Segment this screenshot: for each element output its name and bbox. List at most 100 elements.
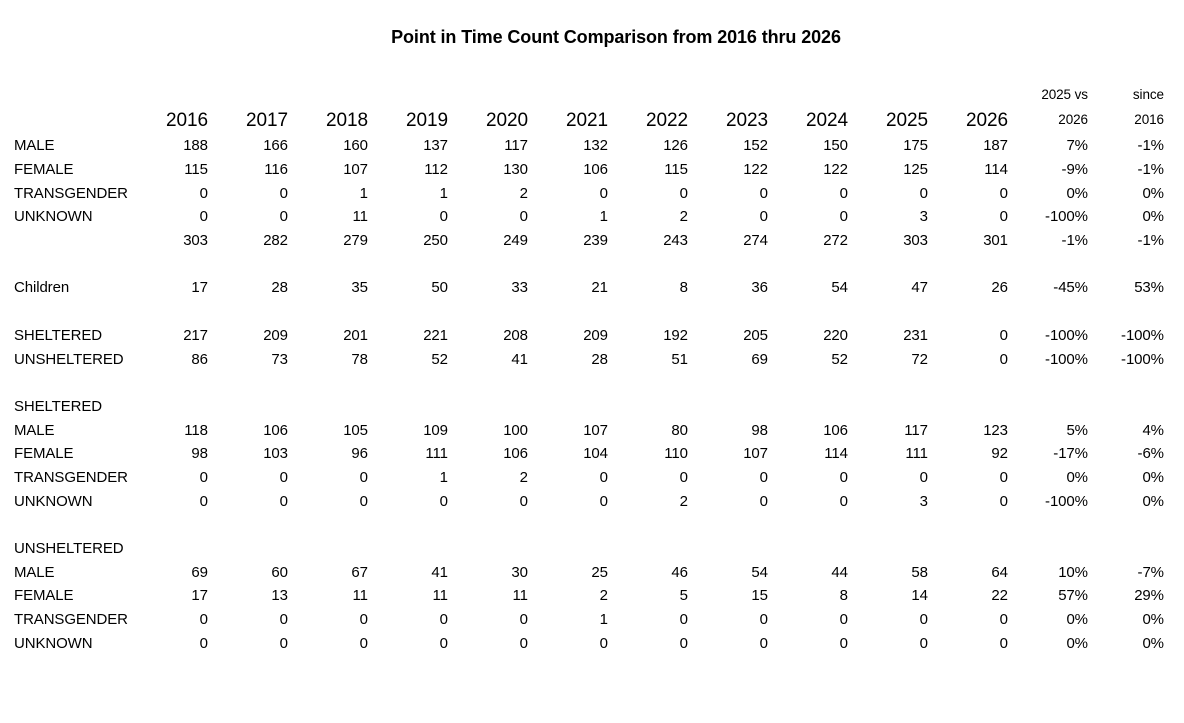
- year-column-header: 2020: [486, 109, 528, 131]
- value-cell: 44: [831, 563, 848, 581]
- value-cell: 92: [991, 445, 1008, 463]
- value-cell: 0: [519, 208, 528, 226]
- value-cell: 54: [831, 279, 848, 297]
- year-column-header: 2019: [406, 109, 448, 131]
- row-label-cell: UNKNOWN: [14, 205, 128, 229]
- value-cell: 11: [432, 587, 448, 605]
- value-cell: 0: [359, 611, 368, 629]
- pct-2025vs2026-cell: 57%: [1058, 587, 1088, 605]
- value-cell: 0: [279, 208, 288, 226]
- pct-since2016-cell: 29%: [1134, 587, 1164, 605]
- empty-cell: [288, 537, 368, 561]
- value-cell: 0: [519, 634, 528, 652]
- blank-row: [14, 513, 1164, 537]
- row-label: FEMALE: [14, 446, 74, 462]
- table-row: FEMALE 17 13 11 11 11 2 5 15 8 14 22 57% 29%: [14, 584, 1164, 608]
- value-cell: 0: [999, 184, 1008, 202]
- table-row: FEMALE 98 103 96 111 106 104 110 107 114 111 92 -17%…: [14, 442, 1164, 466]
- value-cell: 1: [359, 184, 368, 202]
- row-label: TRANSGENDER: [14, 612, 128, 628]
- empty-cell: [928, 395, 1008, 419]
- pct-2025vs2026-cell: -100%: [1045, 350, 1088, 368]
- value-cell: 0: [839, 634, 848, 652]
- year-column-header: 2022: [646, 109, 688, 131]
- value-cell: 115: [664, 161, 688, 179]
- row-label: MALE: [14, 422, 55, 438]
- value-cell: 103: [263, 445, 288, 463]
- value-cell: 282: [263, 232, 288, 250]
- empty-cell: [1088, 395, 1164, 419]
- year-column-header: 2023: [726, 109, 768, 131]
- value-cell: 109: [423, 421, 448, 439]
- value-cell: 3: [919, 492, 928, 510]
- empty-cell: [848, 537, 928, 561]
- value-cell: 54: [751, 563, 768, 581]
- row-label-cell: MALE: [14, 418, 128, 442]
- value-cell: 114: [984, 161, 1008, 179]
- row-label: FEMALE: [14, 588, 74, 604]
- value-cell: 243: [663, 232, 688, 250]
- empty-cell: [608, 537, 688, 561]
- value-cell: 0: [759, 492, 768, 510]
- value-cell: 0: [439, 634, 448, 652]
- spacer-cell: [448, 84, 528, 106]
- row-label: UNSHELTERED: [14, 351, 124, 367]
- value-cell: 100: [503, 421, 528, 439]
- value-cell: 0: [279, 184, 288, 202]
- row-label: UNKNOWN: [14, 209, 93, 225]
- pct-2025vs2026-cell: -1%: [1061, 232, 1088, 250]
- value-cell: 0: [279, 468, 288, 486]
- value-cell: 0: [839, 611, 848, 629]
- value-cell: 104: [583, 445, 608, 463]
- row-label: MALE: [14, 564, 55, 580]
- blank-row: [14, 252, 1164, 276]
- year-column-header: 2021: [566, 109, 608, 131]
- empty-cell: [768, 537, 848, 561]
- year-column-header: 2016: [166, 109, 208, 131]
- table-row: TRANSGENDER 0 0 1 1 2 0 0 0 0 0 0 0% 0%: [14, 181, 1164, 205]
- value-cell: 301: [983, 232, 1008, 250]
- year-column-header: 2017: [246, 109, 288, 131]
- spacer-cell: [128, 84, 208, 106]
- value-cell: 47: [911, 279, 928, 297]
- value-cell: 117: [504, 137, 528, 155]
- table-row: Children 17 28 35 50 33 21 8 36 54 47 26 -45% 53%: [14, 276, 1164, 300]
- section-header-row: UNSHELTERED: [14, 537, 1164, 561]
- value-cell: 188: [183, 137, 208, 155]
- row-label-cell: FEMALE: [14, 158, 128, 182]
- value-cell: 0: [359, 492, 368, 510]
- pct-since2016-cell: 0%: [1142, 184, 1164, 202]
- row-label-cell: [14, 229, 128, 253]
- table-body: MALE 188 166 160 137 117 132 126 152 150 175 187 7% -…: [14, 134, 1164, 655]
- value-cell: 209: [263, 326, 288, 344]
- row-label: SHELTERED: [14, 327, 103, 343]
- value-cell: 33: [511, 279, 528, 297]
- value-cell: 125: [903, 161, 928, 179]
- table-row: FEMALE 115 116 107 112 130 106 115 122 122 125 114 -…: [14, 158, 1164, 182]
- empty-cell: [368, 395, 448, 419]
- pct-2025vs2026-cell: 10%: [1058, 563, 1088, 581]
- empty-cell: [528, 537, 608, 561]
- value-cell: 26: [991, 279, 1008, 297]
- spacer-cell: [768, 84, 848, 106]
- empty-cell: [1008, 537, 1088, 561]
- value-cell: 28: [591, 350, 608, 368]
- value-cell: 5: [679, 587, 688, 605]
- value-cell: 3: [919, 208, 928, 226]
- value-cell: 51: [671, 350, 688, 368]
- value-cell: 106: [263, 421, 288, 439]
- empty-cell: [288, 395, 368, 419]
- value-cell: 0: [839, 468, 848, 486]
- table-row: SHELTERED 217 209 201 221 208 209 192 205 220 231 0…: [14, 324, 1164, 348]
- value-cell: 117: [904, 421, 928, 439]
- value-cell: 160: [343, 137, 368, 155]
- empty-cell: [448, 537, 528, 561]
- corner-cell: [14, 84, 128, 106]
- table-row: UNKNOWN 0 0 0 0 0 0 0 0 0 0 0 0% 0%: [14, 631, 1164, 655]
- value-cell: 0: [439, 208, 448, 226]
- value-cell: 231: [903, 326, 928, 344]
- row-label: SHELTERED: [14, 397, 103, 415]
- value-cell: 217: [183, 326, 208, 344]
- value-cell: 73: [271, 350, 288, 368]
- value-cell: 11: [512, 587, 528, 605]
